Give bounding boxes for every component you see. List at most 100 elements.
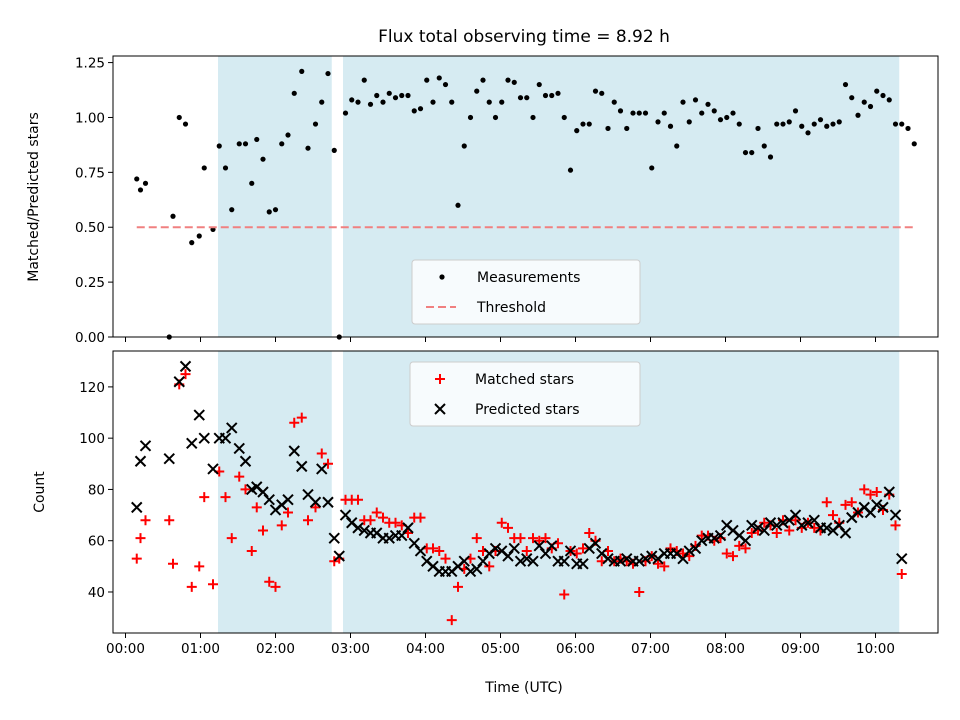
measurement-point [811, 121, 817, 127]
x-axis-label: Time (UTC) [484, 680, 562, 696]
measurement-point [817, 117, 824, 123]
measurement-point [730, 110, 736, 116]
measurement-point [137, 187, 144, 193]
measurement-point [405, 92, 411, 99]
y-tick-label: 1.00 [75, 110, 105, 126]
predicted-star-point [708, 532, 720, 544]
measurement-point [399, 92, 405, 99]
measurement-point [260, 156, 266, 162]
matched-star-point [186, 581, 197, 592]
measurement-point [799, 123, 805, 129]
y-tick-label: 60 [88, 534, 105, 550]
measurement-point [222, 165, 229, 171]
measurement-point [254, 136, 260, 143]
measurement-point [642, 110, 649, 116]
measurement-point [699, 110, 705, 116]
x-tick-label: 00:00 [106, 641, 145, 657]
measurement-point [196, 233, 202, 239]
measurement-point [674, 143, 680, 149]
measurement-point [830, 121, 836, 127]
measurement-point [555, 90, 561, 96]
measurement-point [855, 112, 861, 118]
matched-star-point [496, 517, 507, 528]
matched-star-point [784, 525, 795, 536]
predicted-star-point [339, 509, 352, 521]
matched-star-point [415, 512, 426, 523]
legend: Matched stars Predicted stars [409, 361, 641, 427]
measurement-point [586, 121, 592, 127]
predicted-star-point [802, 517, 814, 529]
predicted-star-point [833, 519, 845, 532]
predicted-star-point [521, 552, 533, 565]
axes-frame [112, 350, 939, 634]
predicted-star-point [683, 545, 695, 557]
matched-star-point [194, 561, 205, 572]
matched-star-point [440, 553, 451, 564]
predicted-star-point [233, 442, 245, 455]
measurement-point [386, 90, 392, 96]
predicted-star-point [458, 555, 470, 567]
predicted-star-point [408, 537, 420, 549]
measurement-point [805, 130, 811, 136]
predicted-star-point [163, 452, 175, 465]
legend-label: Measurements [477, 270, 580, 286]
measurement-point [361, 77, 367, 83]
matched-star-point [771, 528, 782, 539]
predicted-star-point [558, 555, 570, 567]
matched-star-point [578, 543, 588, 554]
predicted-star-point [198, 432, 210, 444]
measurement-point [624, 125, 630, 132]
predicted-star-point [173, 376, 185, 388]
predicted-star-point [533, 540, 545, 552]
matched-star-point [734, 540, 745, 551]
measurement-point [636, 110, 642, 116]
measurement-point [755, 125, 761, 132]
matched-star-point [659, 561, 670, 572]
predicted-star-point [477, 555, 489, 567]
legend-matched-swatch [435, 374, 445, 384]
x-tick-label: 06:00 [556, 641, 595, 657]
predicted-star-point [179, 360, 192, 373]
matched-star-point [840, 499, 851, 510]
matched-star-point [168, 558, 178, 569]
measurement-point [780, 121, 786, 127]
measurement-point [774, 121, 780, 127]
predicted-star-point [746, 519, 758, 532]
predicted-star-point [396, 529, 408, 542]
measurement-point [176, 114, 182, 121]
y-tick-label: 1.25 [75, 56, 105, 72]
measurement-point [349, 97, 355, 103]
matched-star-point [390, 517, 401, 528]
top-axes-ratio: 0.00 0.25 0.50 0.75 1.00 1.25 Measurements Thre… [75, 55, 939, 346]
measurement-point [580, 121, 586, 127]
measurement-point [880, 92, 886, 99]
predicted-star-point [296, 460, 308, 473]
matched-star-point [135, 533, 146, 544]
measurement-point [574, 128, 580, 134]
matched-star-point [534, 535, 545, 546]
measurement-point [561, 114, 567, 121]
measurement-point [899, 121, 905, 127]
predicted-star-point [602, 552, 614, 565]
measurement-point [201, 165, 207, 171]
matched-star-point [251, 502, 262, 513]
predicted-star-point [402, 522, 414, 534]
predicted-star-point [896, 552, 908, 565]
measurement-point [442, 81, 449, 88]
measurement-point [499, 99, 505, 105]
predicted-star-point [808, 514, 820, 526]
measurement-point [461, 143, 467, 149]
measurement-point [229, 207, 235, 213]
predicted-star-point [471, 563, 483, 575]
predicted-star-point [639, 552, 652, 565]
measurement-point [249, 180, 255, 186]
matched-star-point [790, 515, 801, 526]
matched-star-point [865, 489, 876, 500]
matched-star-point [484, 561, 495, 572]
predicted-star-point [764, 517, 777, 529]
predicted-star-point [752, 522, 764, 534]
matched-star-point [310, 502, 321, 513]
measurement-point [767, 154, 774, 160]
measurement-point [824, 123, 830, 129]
